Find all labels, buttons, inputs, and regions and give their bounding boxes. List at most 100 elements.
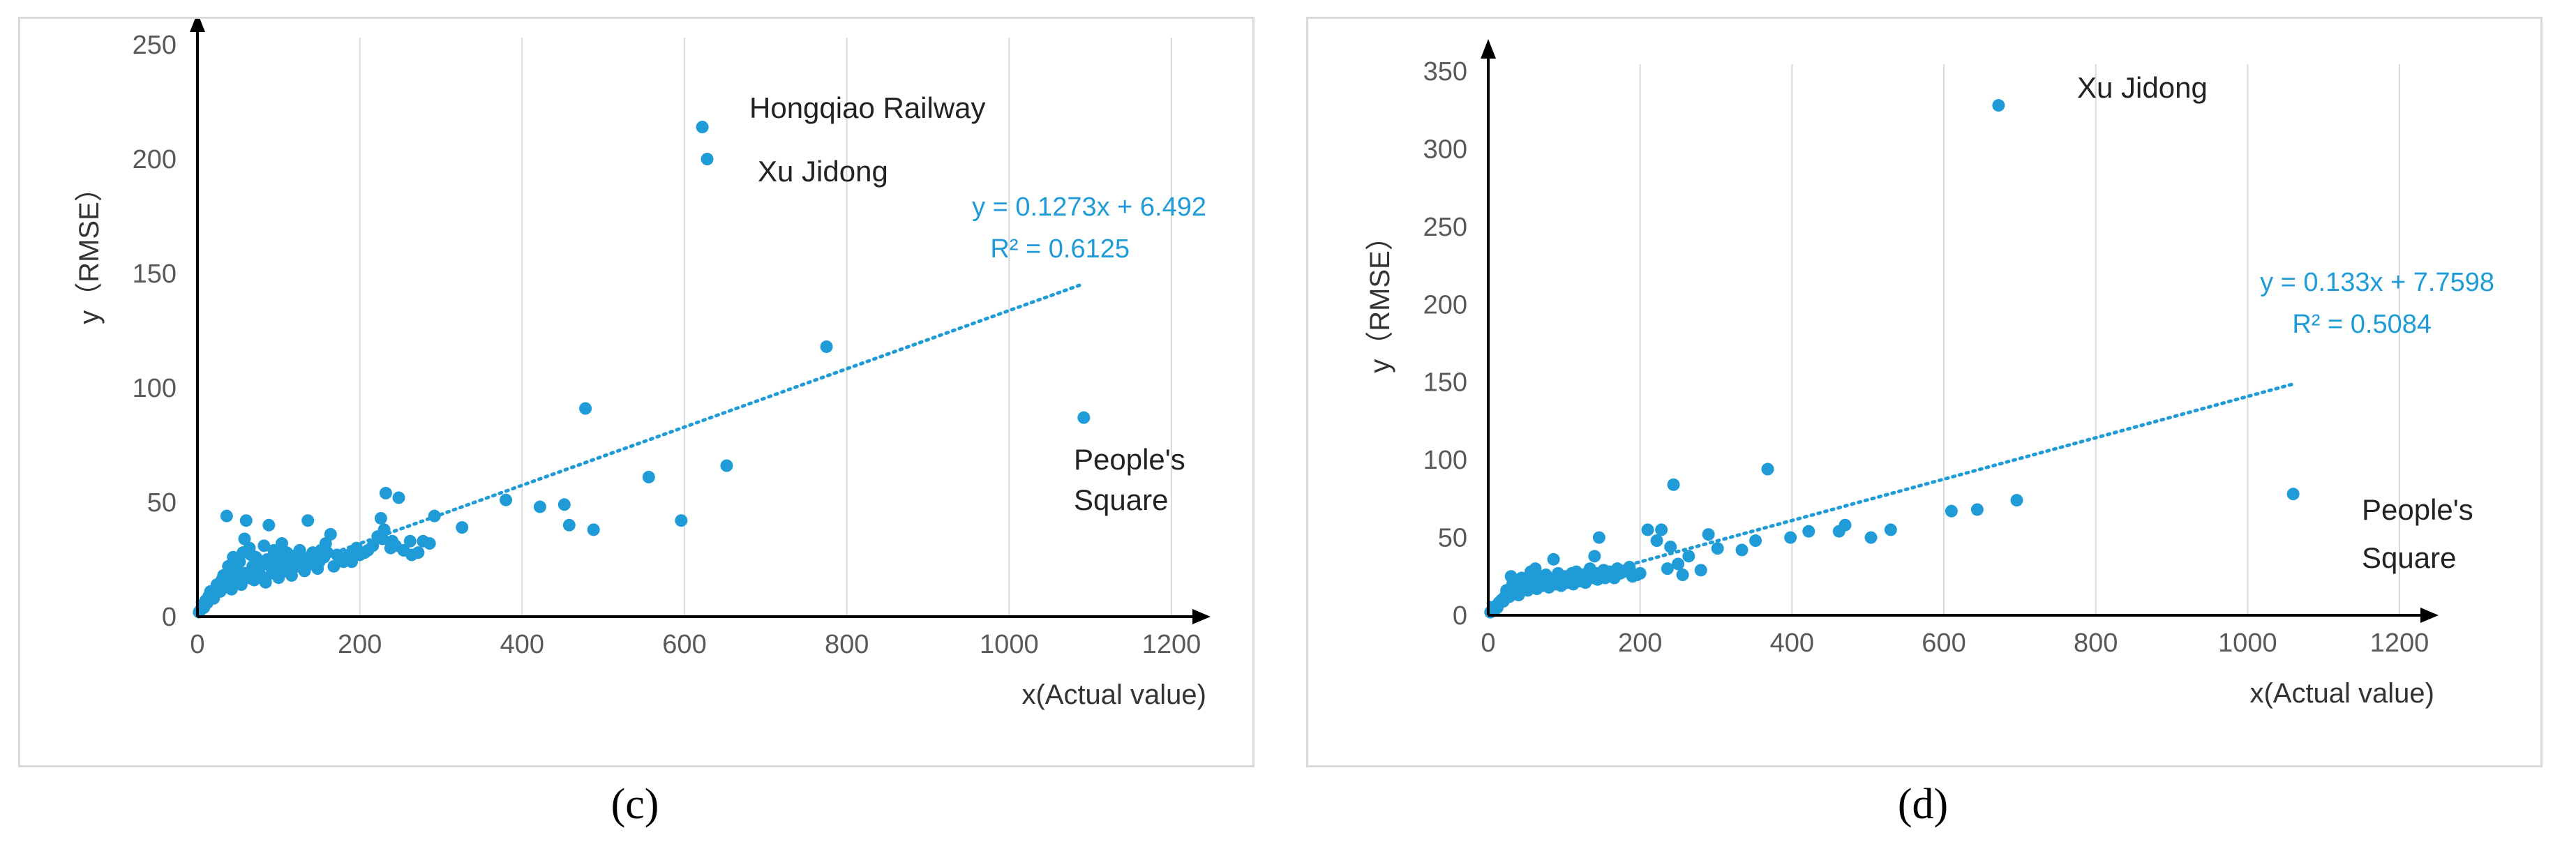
data-point	[1711, 542, 1724, 555]
data-point	[274, 557, 287, 571]
data-point	[1650, 534, 1663, 548]
data-point	[1620, 564, 1633, 577]
x-tick-label: 600	[662, 630, 706, 659]
y-tick-labels: 0 50 100 150 200 250	[133, 31, 177, 632]
trendline-equation: y = 0.133x + 7.7598	[2260, 268, 2494, 297]
data-point	[701, 153, 714, 165]
data-point	[1655, 523, 1668, 536]
data-point	[1802, 525, 1815, 538]
data-point	[533, 500, 546, 513]
x-tick-label: 0	[190, 630, 204, 659]
y-tick-label: 250	[1423, 213, 1467, 242]
data-point	[1641, 523, 1654, 536]
data-point	[1694, 564, 1707, 577]
scatter-chart-d: 0 200 400 600 800 1000 1200 0 50 100 150 200 250 300 3…	[1365, 39, 2494, 709]
x-tick-label: 200	[338, 630, 382, 659]
y-tick-label: 0	[1453, 601, 1467, 631]
data-point	[423, 537, 436, 550]
data-point	[1667, 478, 1680, 491]
data-point	[557, 498, 571, 511]
y-tick-label: 0	[162, 603, 177, 632]
data-point	[1574, 571, 1587, 585]
data-point	[405, 548, 419, 562]
y-tick-label: 200	[133, 145, 177, 174]
y-axis-arrow-icon	[1481, 39, 1496, 59]
data-point	[1749, 534, 1762, 548]
data-point	[642, 470, 655, 483]
point-annotation: Square	[1074, 483, 1168, 516]
x-tick-label: 800	[825, 630, 869, 659]
data-point	[217, 569, 230, 582]
data-point	[1970, 503, 1984, 516]
trendline-r2: R² = 0.6125	[990, 234, 1130, 264]
y-tick-label: 50	[1438, 524, 1467, 553]
point-annotation: People's	[1074, 443, 1185, 476]
y-tick-label: 150	[133, 260, 177, 289]
data-point	[1488, 604, 1501, 617]
x-axis-label: x(Actual value)	[1021, 679, 1206, 710]
data-point	[321, 546, 334, 559]
x-axis-label: x(Actual value)	[2249, 678, 2434, 709]
data-point	[587, 523, 600, 536]
data-point	[238, 566, 251, 580]
data-points	[193, 121, 1091, 619]
x-axis-arrow-icon	[1192, 609, 1211, 624]
point-annotation: Hongqiao Railway	[749, 91, 986, 124]
data-point	[288, 555, 301, 569]
data-point	[1676, 569, 1689, 582]
data-point	[1562, 573, 1575, 586]
data-point	[308, 553, 321, 566]
data-point	[379, 486, 392, 499]
data-point	[1547, 552, 1560, 566]
y-tick-label: 150	[1423, 368, 1467, 398]
data-point	[403, 534, 417, 548]
data-point	[210, 578, 223, 592]
data-point	[386, 534, 399, 548]
x-tick-label: 800	[2074, 629, 2118, 658]
data-point	[1672, 557, 1685, 571]
data-point	[1682, 550, 1695, 563]
data-point	[1784, 531, 1797, 544]
data-point	[1524, 565, 1537, 578]
data-point	[696, 121, 709, 134]
data-point	[264, 559, 277, 573]
y-tick-label: 100	[133, 374, 177, 403]
data-point	[720, 459, 733, 472]
data-point	[239, 514, 253, 527]
x-tick-label: 1000	[980, 630, 1039, 659]
x-tick-label: 400	[500, 630, 544, 659]
data-point	[220, 509, 233, 522]
data-point	[1538, 574, 1551, 587]
data-point	[1550, 576, 1563, 589]
data-point	[2286, 488, 2300, 501]
gridlines	[1639, 64, 2400, 615]
data-point	[500, 493, 513, 506]
point-annotation: Xu Jidong	[758, 155, 888, 188]
x-tick-label: 0	[1481, 629, 1495, 658]
data-point	[428, 509, 441, 522]
data-point	[301, 514, 315, 527]
data-point	[1664, 540, 1677, 553]
data-point	[1832, 525, 1845, 538]
data-point	[374, 511, 387, 525]
trendline-equation: y = 0.1273x + 6.492	[972, 193, 1206, 222]
data-point	[1587, 570, 1600, 583]
data-point	[2010, 494, 2023, 507]
gridlines	[359, 38, 1172, 617]
data-point	[197, 601, 211, 614]
x-tick-labels: 0 200 400 600 800 1000 1200	[190, 630, 1201, 659]
caption-d: (d)	[1897, 781, 1949, 828]
x-tick-label: 1200	[2370, 629, 2429, 658]
axes	[1481, 39, 2439, 623]
scatter-chart-c: 0 200 400 600 800 1000 1200 0 50 100 150 200 250 x(Ac…	[74, 19, 1211, 710]
y-tick-label: 50	[147, 488, 177, 518]
data-point	[1992, 99, 2005, 112]
x-tick-label: 1200	[1142, 630, 1201, 659]
chart-panel-d: 0 200 400 600 800 1000 1200 0 50 100 150 200 250 300 3…	[1306, 17, 2543, 767]
data-point	[392, 491, 405, 504]
data-point	[228, 576, 241, 589]
point-annotation: Square	[2362, 541, 2456, 574]
x-tick-label: 600	[1922, 629, 1965, 658]
y-tick-label: 250	[133, 31, 177, 60]
y-tick-label: 300	[1423, 135, 1467, 164]
